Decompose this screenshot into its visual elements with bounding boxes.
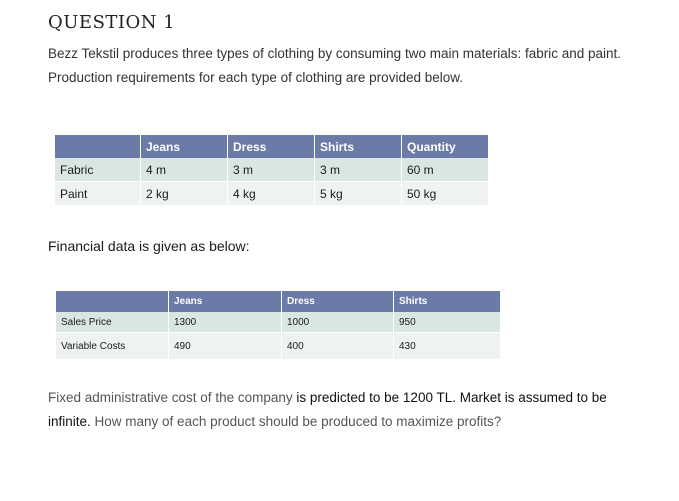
production-requirements-table: Jeans Dress Shirts Quantity Fabric 4 m 3… (55, 135, 488, 205)
header-cell-quantity: Quantity (401, 135, 488, 158)
table-cell: 430 (393, 332, 500, 359)
question-title: QUESTION 1 (48, 12, 176, 33)
financial-intro: Financial data is given as below: (48, 238, 250, 254)
row-label: Fabric (55, 158, 141, 182)
row-label: Variable Costs (56, 332, 169, 359)
closing-paragraph: Fixed administrative cost of the company… (48, 386, 638, 434)
header-cell (55, 135, 141, 158)
table-cell: 3 m (314, 158, 402, 182)
header-cell-jeans: Jeans (140, 135, 228, 158)
table-cell: 1000 (281, 312, 394, 333)
financial-data-table: Jeans Dress Shirts Sales Price 1300 1000… (56, 291, 500, 359)
table-row: Variable Costs 490 400 430 (56, 332, 500, 359)
closing-part-2: is predicted to be 1200 TL. Market is as… (48, 390, 607, 429)
table-cell: 4 m (140, 158, 228, 182)
table-cell: 4 kg (227, 181, 315, 205)
table-header-row: Jeans Dress Shirts Quantity (55, 135, 488, 158)
header-cell-jeans: Jeans (168, 291, 282, 312)
table-cell: 400 (281, 332, 394, 359)
table-row: Sales Price 1300 1000 950 (56, 312, 500, 333)
table-cell: 490 (168, 332, 282, 359)
table-cell: 3 m (227, 158, 315, 182)
header-cell-shirts: Shirts (393, 291, 500, 312)
table-cell: 5 kg (314, 181, 402, 205)
header-cell (56, 291, 169, 312)
row-label: Sales Price (56, 312, 169, 333)
header-cell-shirts: Shirts (314, 135, 402, 158)
intro-paragraph: Bezz Tekstil produces three types of clo… (48, 46, 622, 85)
header-cell-dress: Dress (227, 135, 315, 158)
table-cell: 60 m (401, 158, 488, 182)
table-cell: 1300 (168, 312, 282, 333)
table-cell: 950 (393, 312, 500, 333)
header-cell-dress: Dress (281, 291, 394, 312)
table-header-row: Jeans Dress Shirts (56, 291, 500, 312)
closing-part-1: Fixed administrative cost of the company (48, 390, 297, 405)
row-label: Paint (55, 181, 141, 205)
table-row: Fabric 4 m 3 m 3 m 60 m (55, 158, 488, 182)
table-cell: 50 kg (401, 181, 488, 205)
table-row: Paint 2 kg 4 kg 5 kg 50 kg (55, 181, 488, 205)
table-cell: 2 kg (140, 181, 228, 205)
closing-part-3: How many of each product should be produ… (90, 414, 502, 429)
